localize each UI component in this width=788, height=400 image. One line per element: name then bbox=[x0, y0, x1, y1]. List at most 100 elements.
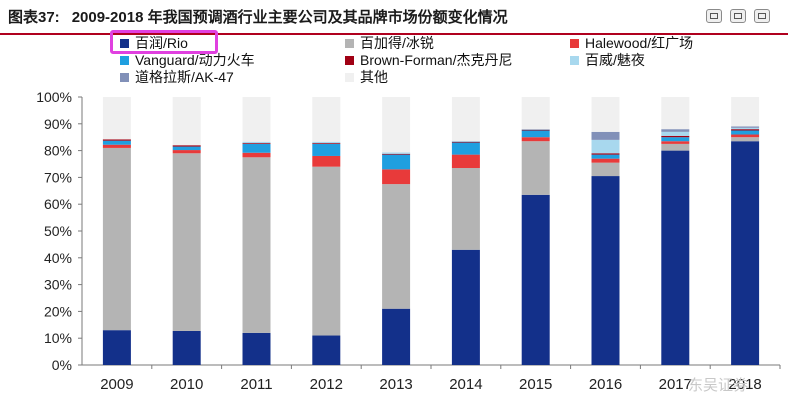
chart-bars bbox=[102, 97, 760, 365]
bar-segment-2010-s7 bbox=[172, 97, 201, 146]
legend-label: 其他 bbox=[360, 69, 388, 85]
bar-segment-2011-s5 bbox=[242, 141, 271, 144]
bar-segment-2017-s5 bbox=[661, 131, 690, 136]
bar-segment-2012-s1 bbox=[312, 166, 341, 336]
bar-segment-2015-s1 bbox=[521, 141, 550, 195]
bar-segment-2012-s2 bbox=[312, 155, 341, 167]
bar-segment-2014-s0 bbox=[451, 249, 480, 365]
y-tick-label: 0% bbox=[52, 357, 72, 373]
bar-segment-2013-s0 bbox=[382, 308, 411, 365]
legend-label: 百威/魅夜 bbox=[585, 52, 645, 68]
legend-swatch bbox=[345, 38, 354, 48]
bar-segment-2012-s3 bbox=[312, 143, 341, 156]
bar-segment-2010-s4 bbox=[172, 145, 201, 147]
figure-title: 图表37: 2009-2018 年我国预调酒行业主要公司及其品牌市场份额变化情况 bbox=[8, 6, 508, 27]
bar-segment-2017-s6 bbox=[661, 129, 690, 132]
legend-item-others: 其他 bbox=[345, 67, 388, 87]
bar-segment-2017-s0 bbox=[661, 150, 690, 365]
legend-item-rio: 百润/Rio bbox=[120, 33, 188, 53]
bar-segment-2011-s2 bbox=[242, 152, 271, 158]
legend-item-budweiser: 百威/魅夜 bbox=[570, 50, 645, 70]
y-tick-label: 30% bbox=[44, 277, 72, 293]
y-tick-label: 10% bbox=[44, 330, 72, 346]
y-tick-label: 20% bbox=[44, 303, 72, 319]
watermark: 东吴证券 bbox=[688, 377, 749, 394]
y-tick-label: 40% bbox=[44, 250, 72, 266]
bar-segment-2015-s5 bbox=[521, 128, 550, 130]
bar-segment-2018-s6 bbox=[731, 126, 760, 128]
y-tick-label: 70% bbox=[44, 169, 72, 185]
y-tick-label: 100% bbox=[36, 89, 72, 105]
x-tick-label: 2011 bbox=[240, 376, 272, 393]
legend-swatch bbox=[345, 72, 354, 82]
bar-segment-2013-s4 bbox=[382, 153, 411, 155]
x-tick-label: 2018 bbox=[728, 376, 761, 393]
bar-segment-2011-s3 bbox=[242, 143, 271, 153]
y-tick-label: 50% bbox=[44, 223, 72, 239]
bar-segment-2012-s0 bbox=[312, 335, 341, 365]
x-tick-label: 2010 bbox=[170, 376, 203, 393]
legend-swatch bbox=[570, 55, 579, 65]
legend-label: Halewood/红广场 bbox=[585, 35, 694, 51]
bar-segment-2015-s2 bbox=[521, 137, 550, 142]
figure-header: 图表37: 2009-2018 年我国预调酒行业主要公司及其品牌市场份额变化情况 bbox=[0, 0, 788, 35]
bar-segment-2012-s7 bbox=[312, 97, 341, 142]
bar-segment-2016-s1 bbox=[591, 162, 620, 177]
figure-number: 图表37: bbox=[8, 9, 60, 26]
legend-label: Vanguard/动力火车 bbox=[135, 52, 255, 68]
bar-segment-2009-s0 bbox=[102, 330, 131, 365]
bar-segment-2016-s5 bbox=[591, 139, 620, 154]
bar-segment-2013-s2 bbox=[382, 169, 411, 185]
bar-segment-2011-s0 bbox=[242, 332, 271, 365]
y-tick-label: 80% bbox=[44, 143, 72, 159]
x-tick-label: 2014 bbox=[449, 376, 482, 393]
bar-segment-2016-s6 bbox=[591, 131, 620, 140]
bar-segment-2009-s1 bbox=[102, 147, 131, 331]
bar-segment-2009-s3 bbox=[102, 140, 131, 145]
bar-segment-2012-s4 bbox=[312, 143, 341, 144]
bar-segment-2009-s2 bbox=[102, 144, 131, 148]
x-tick-label: 2013 bbox=[379, 376, 412, 393]
bar-segment-2011-s1 bbox=[242, 157, 271, 333]
bar-segment-2010-s2 bbox=[172, 150, 201, 154]
bar-segment-2016-s7 bbox=[591, 97, 620, 132]
bar-segment-2015-s3 bbox=[521, 130, 550, 138]
delete-icon[interactable] bbox=[754, 9, 770, 23]
bar-segment-2018-s7 bbox=[731, 97, 760, 127]
legend-swatch bbox=[570, 38, 579, 48]
legend-item-brown-forman: Brown-Forman/杰克丹尼 bbox=[345, 50, 512, 70]
y-tick-label: 60% bbox=[44, 196, 72, 212]
legend-label: 百加得/冰锐 bbox=[360, 35, 434, 51]
bar-segment-2017-s7 bbox=[661, 97, 690, 130]
bar-segment-2018-s1 bbox=[731, 137, 760, 142]
legend-swatch bbox=[345, 55, 354, 65]
bar-segment-2018-s2 bbox=[731, 134, 760, 138]
bar-segment-2016-s4 bbox=[591, 153, 620, 155]
figure-title-text: 2009-2018 年我国预调酒行业主要公司及其品牌市场份额变化情况 bbox=[71, 9, 508, 26]
bar-segment-2009-s4 bbox=[102, 139, 131, 141]
copy-icon[interactable] bbox=[706, 9, 722, 23]
y-tick-label: 90% bbox=[44, 116, 72, 132]
bar-segment-2010-s1 bbox=[172, 153, 201, 331]
legend-swatch bbox=[120, 72, 129, 82]
bar-segment-2011-s7 bbox=[242, 97, 271, 142]
x-tick-label: 2017 bbox=[659, 376, 692, 393]
bar-segment-2010-s0 bbox=[172, 330, 201, 365]
bar-segment-2014-s1 bbox=[451, 168, 480, 250]
bar-segment-2017-s3 bbox=[661, 137, 690, 142]
legend-label: 道格拉斯/AK-47 bbox=[135, 69, 234, 85]
legend-label: Brown-Forman/杰克丹尼 bbox=[360, 52, 513, 68]
bar-segment-2017-s1 bbox=[661, 143, 690, 151]
bar-segment-2013-s7 bbox=[382, 97, 411, 153]
legend-swatch bbox=[120, 38, 129, 48]
legend-item-bacardi: 百加得/冰锐 bbox=[345, 33, 434, 53]
legend-item-douglas: 道格拉斯/AK-47 bbox=[120, 67, 234, 87]
x-tick-label: 2012 bbox=[310, 376, 343, 393]
header-divider bbox=[0, 33, 788, 35]
bar-segment-2009-s7 bbox=[102, 97, 131, 140]
export-icon[interactable] bbox=[730, 9, 746, 23]
bar-segment-2016-s2 bbox=[591, 158, 620, 163]
bar-segment-2018-s3 bbox=[731, 130, 760, 135]
bar-segment-2018-s0 bbox=[731, 141, 760, 365]
bar-segment-2014-s2 bbox=[451, 154, 480, 169]
